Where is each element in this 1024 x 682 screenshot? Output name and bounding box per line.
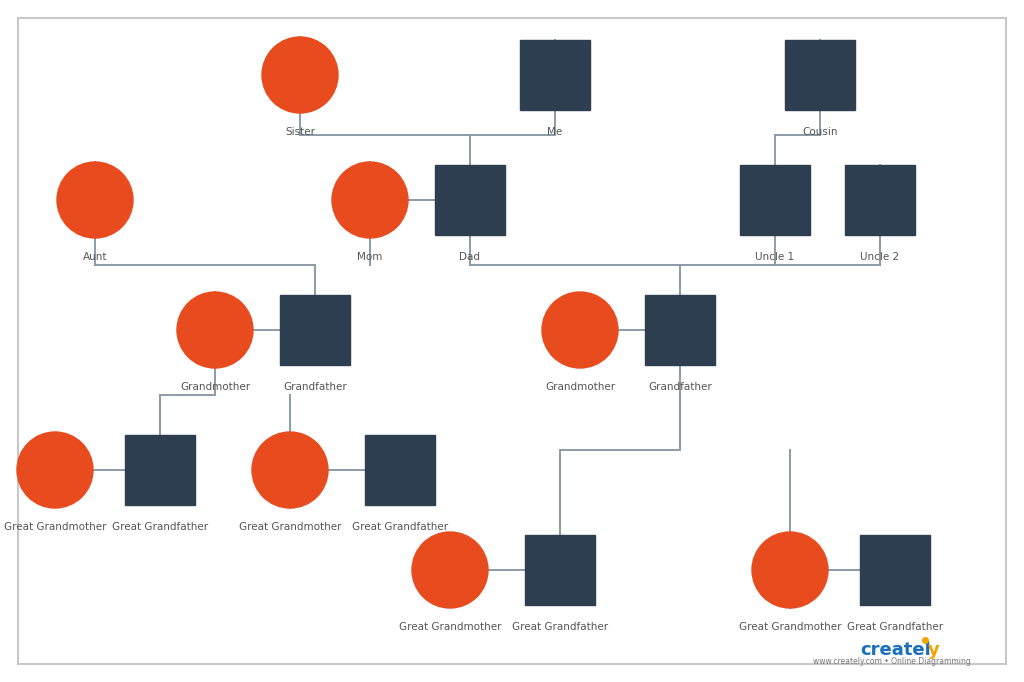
FancyBboxPatch shape xyxy=(845,165,915,235)
Text: Great Grandmother: Great Grandmother xyxy=(738,622,842,632)
FancyBboxPatch shape xyxy=(740,165,810,235)
Text: Dad: Dad xyxy=(460,252,480,262)
Text: createl: createl xyxy=(860,641,931,659)
Circle shape xyxy=(57,162,133,238)
FancyBboxPatch shape xyxy=(525,535,595,605)
Circle shape xyxy=(262,37,338,113)
Text: Aunt: Aunt xyxy=(83,252,108,262)
Text: Great Grandmother: Great Grandmother xyxy=(239,522,341,532)
FancyBboxPatch shape xyxy=(365,435,435,505)
Text: www.creately.com • Online Diagramming: www.creately.com • Online Diagramming xyxy=(813,657,971,666)
Circle shape xyxy=(412,532,488,608)
Circle shape xyxy=(542,292,618,368)
Circle shape xyxy=(752,532,828,608)
Text: Grandmother: Grandmother xyxy=(180,382,250,392)
Text: Sister: Sister xyxy=(285,127,315,137)
Text: Uncle 2: Uncle 2 xyxy=(860,252,899,262)
Text: Me: Me xyxy=(548,127,562,137)
Circle shape xyxy=(252,432,328,508)
Circle shape xyxy=(177,292,253,368)
FancyBboxPatch shape xyxy=(860,535,930,605)
Text: Great Grandfather: Great Grandfather xyxy=(512,622,608,632)
Text: Grandmother: Grandmother xyxy=(545,382,615,392)
FancyBboxPatch shape xyxy=(520,40,590,110)
Circle shape xyxy=(332,162,408,238)
Text: Mom: Mom xyxy=(357,252,383,262)
Circle shape xyxy=(17,432,93,508)
Text: Great Grandmother: Great Grandmother xyxy=(398,622,502,632)
Text: Grandfather: Grandfather xyxy=(648,382,712,392)
FancyBboxPatch shape xyxy=(125,435,195,505)
Text: y: y xyxy=(928,641,940,659)
FancyBboxPatch shape xyxy=(645,295,715,365)
Text: Great Grandfather: Great Grandfather xyxy=(112,522,208,532)
FancyBboxPatch shape xyxy=(280,295,350,365)
Text: Uncle 1: Uncle 1 xyxy=(756,252,795,262)
FancyBboxPatch shape xyxy=(785,40,855,110)
FancyBboxPatch shape xyxy=(435,165,505,235)
Text: Cousin: Cousin xyxy=(802,127,838,137)
Text: Great Grandfather: Great Grandfather xyxy=(847,622,943,632)
Text: Great Grandmother: Great Grandmother xyxy=(4,522,106,532)
Text: Grandfather: Grandfather xyxy=(283,382,347,392)
Text: Great Grandfather: Great Grandfather xyxy=(352,522,449,532)
